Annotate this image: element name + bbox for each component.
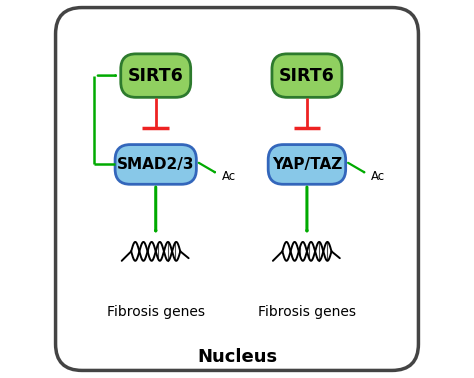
Text: Fibrosis genes: Fibrosis genes xyxy=(107,305,205,319)
Text: Ac: Ac xyxy=(372,170,385,183)
Text: Nucleus: Nucleus xyxy=(197,348,277,366)
Text: Fibrosis genes: Fibrosis genes xyxy=(258,305,356,319)
Text: YAP/TAZ: YAP/TAZ xyxy=(272,157,342,172)
Text: SIRT6: SIRT6 xyxy=(128,67,183,85)
Text: SIRT6: SIRT6 xyxy=(279,67,335,85)
FancyBboxPatch shape xyxy=(121,54,191,97)
FancyBboxPatch shape xyxy=(115,145,196,184)
FancyBboxPatch shape xyxy=(272,54,342,97)
FancyBboxPatch shape xyxy=(268,145,346,184)
Text: SMAD2/3: SMAD2/3 xyxy=(117,157,194,172)
Text: Ac: Ac xyxy=(222,170,236,183)
FancyBboxPatch shape xyxy=(55,8,419,370)
